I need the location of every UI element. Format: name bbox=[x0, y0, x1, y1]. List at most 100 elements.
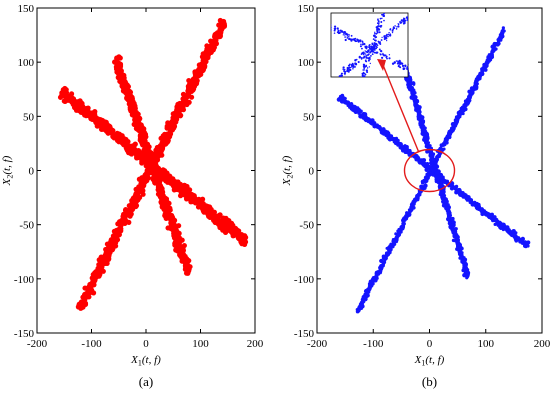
series-3 bbox=[112, 54, 193, 276]
inset-point bbox=[378, 31, 381, 34]
inset-point bbox=[383, 19, 385, 22]
inset-point bbox=[360, 58, 363, 60]
inset-point bbox=[361, 78, 363, 80]
inset-point bbox=[347, 64, 350, 67]
inset-point bbox=[325, 25, 327, 27]
inset-point bbox=[403, 67, 406, 70]
inset-point bbox=[342, 66, 345, 69]
inset-point bbox=[381, 56, 384, 59]
data-point bbox=[90, 290, 97, 296]
inset-point bbox=[382, 2, 384, 4]
inset-point bbox=[328, 26, 330, 28]
inset-point bbox=[369, 51, 371, 54]
inset-point bbox=[338, 75, 341, 77]
inset-point bbox=[359, 97, 360, 98]
data-point bbox=[188, 94, 195, 100]
inset-point bbox=[355, 97, 357, 99]
inset-point bbox=[334, 80, 336, 82]
inset-point bbox=[371, 53, 374, 56]
inset-point bbox=[402, 21, 404, 23]
inset-point bbox=[394, 25, 396, 27]
inset-point bbox=[381, 36, 383, 39]
inset-point bbox=[376, 44, 379, 46]
inset-point bbox=[351, 65, 354, 68]
inset-point bbox=[395, 60, 398, 62]
inset-point bbox=[350, 63, 354, 67]
inset-point bbox=[361, 79, 363, 81]
data-point bbox=[176, 223, 182, 229]
x-tick-label: -100 bbox=[363, 338, 384, 350]
inset-point bbox=[344, 36, 346, 38]
inset-point bbox=[418, 72, 420, 74]
inset-point bbox=[354, 66, 357, 68]
x-tick-label: 200 bbox=[247, 338, 264, 350]
inset-point bbox=[416, 76, 417, 77]
inset-point bbox=[342, 68, 344, 70]
inset-point bbox=[391, 31, 394, 34]
inset-point bbox=[359, 45, 362, 48]
inset-point bbox=[406, 16, 408, 19]
inset-point bbox=[369, 47, 372, 50]
inset-point bbox=[335, 82, 337, 84]
inset-point bbox=[358, 84, 359, 85]
panel-label: (b) bbox=[422, 374, 437, 389]
inset-point bbox=[352, 68, 354, 70]
inset-point bbox=[378, 41, 381, 44]
inset-point bbox=[385, 5, 387, 7]
inset-point bbox=[359, 83, 360, 84]
data-point bbox=[165, 120, 171, 126]
series-2 bbox=[57, 85, 249, 248]
inset-point bbox=[385, 1, 387, 3]
highlight-arrow-head bbox=[377, 59, 386, 71]
data-point bbox=[365, 293, 370, 298]
x-axis-label-sub: 1 bbox=[138, 359, 142, 368]
inset-point bbox=[375, 51, 378, 54]
data-point bbox=[137, 116, 143, 122]
data-point bbox=[186, 99, 192, 105]
x-axis-label: X1(t, f) bbox=[130, 354, 161, 368]
inset-point bbox=[340, 74, 342, 76]
y-tick-label: -150 bbox=[14, 328, 35, 340]
data-point bbox=[146, 144, 152, 150]
inset-point bbox=[331, 24, 332, 26]
x-tick-label: 0 bbox=[143, 338, 149, 350]
inset-point bbox=[343, 70, 345, 73]
inset-point bbox=[380, 9, 382, 11]
y-axis-label-args: (t, f) bbox=[1, 155, 13, 174]
inset-point bbox=[385, 56, 388, 59]
data-point bbox=[412, 83, 416, 86]
inset-point bbox=[406, 19, 408, 21]
inset-point bbox=[365, 45, 368, 48]
y-tick-label: 0 bbox=[29, 166, 35, 178]
data-point bbox=[412, 91, 417, 95]
inset-point bbox=[326, 24, 328, 26]
data-point bbox=[149, 151, 155, 157]
inset-point bbox=[385, 37, 388, 40]
inset-point bbox=[358, 83, 359, 84]
inset-point bbox=[326, 25, 328, 27]
inset-point bbox=[364, 47, 367, 49]
inset-point bbox=[399, 66, 402, 69]
inset-point bbox=[326, 24, 327, 25]
inset-point bbox=[417, 71, 419, 73]
inset-point bbox=[374, 32, 376, 35]
inset-point bbox=[384, 11, 386, 13]
inset-point bbox=[366, 67, 369, 69]
x-axis-label: X1(t, f) bbox=[414, 354, 445, 368]
inset-point bbox=[386, 2, 388, 4]
data-point bbox=[514, 231, 518, 235]
inset-point bbox=[387, 2, 389, 4]
inset-point bbox=[381, 17, 383, 20]
inset-point bbox=[351, 38, 353, 40]
y-tick-label: 100 bbox=[18, 57, 35, 69]
inset-point bbox=[400, 62, 404, 65]
inset-point bbox=[360, 43, 362, 46]
inset-point bbox=[409, 70, 411, 72]
inset-point bbox=[353, 95, 355, 97]
inset-point bbox=[334, 79, 336, 81]
inset-point bbox=[334, 79, 336, 81]
inset-point bbox=[410, 15, 411, 16]
data-point bbox=[243, 234, 249, 241]
inset-point bbox=[359, 80, 361, 82]
inset-point bbox=[357, 90, 359, 92]
